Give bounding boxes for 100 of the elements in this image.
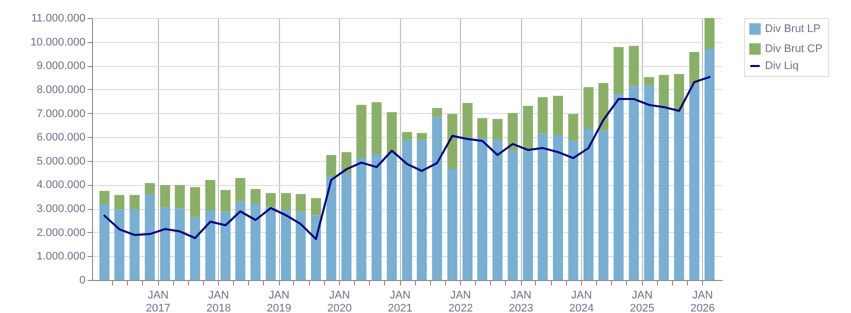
y-tick-label: 6.000.000 (36, 132, 86, 144)
bar (644, 86, 654, 280)
y-tick-label: 4.000.000 (36, 179, 86, 192)
bar (205, 210, 216, 280)
bar (523, 106, 533, 151)
y-tick-label: 3.000.000 (36, 203, 86, 216)
bar (416, 133, 427, 140)
bar (538, 134, 548, 280)
bar (689, 84, 700, 280)
bar (447, 169, 458, 280)
bar (704, 18, 715, 49)
x-tick-label: JAN 2024 (569, 290, 594, 313)
bar (704, 48, 715, 280)
bar (614, 94, 624, 280)
bar (130, 194, 140, 210)
legend-label: Div Brut CP (765, 43, 822, 55)
x-tick-label: JAN 2021 (388, 290, 412, 313)
x-tick-label: JAN 2025 (630, 290, 654, 313)
y-tick-label: 10.000.000 (30, 36, 86, 48)
x-tick-label: JAN 2019 (266, 290, 292, 313)
x-tick-label: JAN 2026 (690, 290, 715, 313)
bar (628, 46, 639, 86)
bar (235, 202, 246, 280)
bar (144, 194, 155, 280)
bar (386, 154, 397, 280)
y-tick-label: 9.000.000 (36, 60, 86, 72)
bar (326, 177, 336, 280)
bar (296, 212, 306, 280)
bar (508, 113, 518, 151)
bar (130, 209, 140, 280)
y-tick-label: 7.000.000 (36, 108, 86, 120)
y-tick-label: 5.000.000 (36, 155, 86, 168)
bar (356, 104, 366, 158)
bar (538, 97, 548, 134)
bar (552, 96, 563, 135)
bar (416, 140, 427, 280)
bar (644, 77, 654, 86)
bar (220, 190, 231, 212)
bar (432, 108, 442, 118)
bar (235, 178, 246, 202)
bar (160, 207, 170, 280)
bar (492, 140, 503, 280)
bar (432, 117, 442, 280)
x-tick-label: JAN 2022 (448, 290, 473, 313)
bar (174, 208, 185, 280)
bar (372, 102, 382, 154)
bar (628, 86, 639, 280)
bar (477, 118, 488, 138)
bar (372, 154, 382, 280)
bar (341, 173, 352, 280)
bar (583, 128, 594, 280)
x-tick-label: JAN 2018 (206, 290, 231, 313)
bar (190, 217, 200, 280)
x-tick-label: JAN 2017 (146, 290, 170, 313)
bar (250, 204, 261, 280)
bar (296, 194, 306, 212)
line-series (103, 76, 711, 240)
bar (144, 183, 155, 194)
bar (508, 150, 518, 280)
bar (114, 194, 124, 210)
bar (160, 184, 170, 208)
bar (447, 114, 458, 170)
bar (674, 110, 684, 280)
x-tick-label: JAN 2023 (508, 290, 534, 313)
bar (326, 154, 336, 178)
bar (310, 198, 321, 216)
x-tick-label: JAN 2020 (327, 290, 352, 313)
bar (568, 140, 578, 280)
bar (689, 52, 700, 85)
bar (114, 209, 124, 280)
bar (266, 193, 276, 208)
bar (205, 180, 216, 210)
bar (402, 140, 412, 280)
bar (462, 138, 473, 280)
bar (281, 193, 291, 210)
bar (281, 210, 291, 280)
bar (477, 138, 488, 280)
bar (568, 114, 578, 141)
bar (310, 215, 321, 280)
bar (190, 187, 200, 218)
bar (552, 134, 563, 280)
bar (614, 47, 624, 94)
bar (356, 158, 366, 280)
bar (174, 184, 185, 208)
bar (250, 189, 261, 204)
y-tick-label: 2.000.000 (36, 226, 86, 239)
legend-label: Div Liq (765, 60, 799, 72)
bar (658, 107, 669, 280)
bar (99, 190, 110, 204)
bar (598, 130, 608, 280)
bar (99, 204, 110, 280)
y-tick-label: 11.000.000 (31, 12, 86, 24)
bar (386, 112, 397, 154)
legend-label: Div Brut LP (765, 23, 821, 35)
bar (266, 207, 276, 280)
bar (598, 83, 608, 131)
y-tick-label: 8.000.000 (36, 84, 86, 96)
bar (658, 74, 669, 108)
bar (492, 118, 503, 140)
bar (523, 150, 533, 280)
